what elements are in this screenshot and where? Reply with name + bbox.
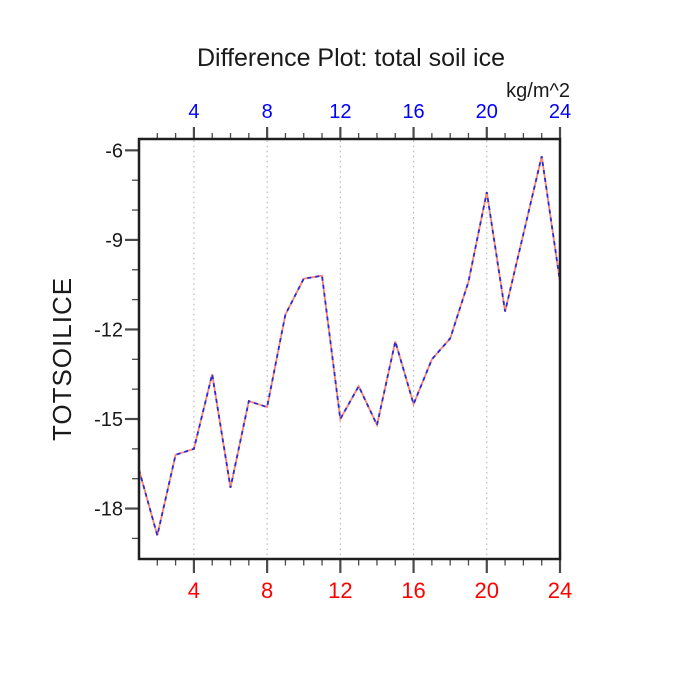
x-tick-label-bottom: 12 — [328, 578, 352, 603]
x-tick-label-top: 16 — [402, 101, 424, 123]
y-tick-label-left: -18 — [94, 499, 123, 521]
x-tick-label-bottom: 16 — [401, 578, 425, 603]
y-tick-label-left: -6 — [105, 140, 123, 162]
x-tick-label-top: 24 — [549, 101, 571, 123]
y-tick-label-left: -9 — [105, 230, 123, 252]
data-line-red-underlay — [138, 156, 561, 536]
y-axis-title: TOTSOILICE — [47, 277, 77, 441]
x-tick-label-bottom: 20 — [475, 578, 499, 603]
axis-tick-labels: 4 4 8 8 12 12 16 16 20 20 24 24 -6 -9 -12 -15 -18 — [94, 101, 572, 603]
axis-ticks — [125, 127, 562, 573]
x-tick-label-top: 4 — [188, 101, 199, 123]
y-tick-label-left: -15 — [94, 409, 123, 431]
x-tick-label-bottom: 24 — [548, 578, 572, 603]
data-line-blue-dashed-overlay — [138, 156, 561, 536]
y-tick-label-left: -12 — [94, 319, 123, 341]
x-tick-label-bottom: 4 — [188, 578, 200, 603]
x-tick-label-top: 8 — [262, 101, 273, 123]
plot-title: Difference Plot: total soil ice — [197, 44, 505, 72]
plot-frame — [137, 137, 562, 561]
data-curves — [138, 156, 561, 536]
top-axis-unit-label: kg/m^2 — [506, 80, 570, 102]
x-tick-label-top: 12 — [329, 101, 351, 123]
x-tick-label-bottom: 8 — [261, 578, 273, 603]
x-tick-label-top: 20 — [476, 101, 498, 123]
gridlines — [193, 140, 488, 558]
